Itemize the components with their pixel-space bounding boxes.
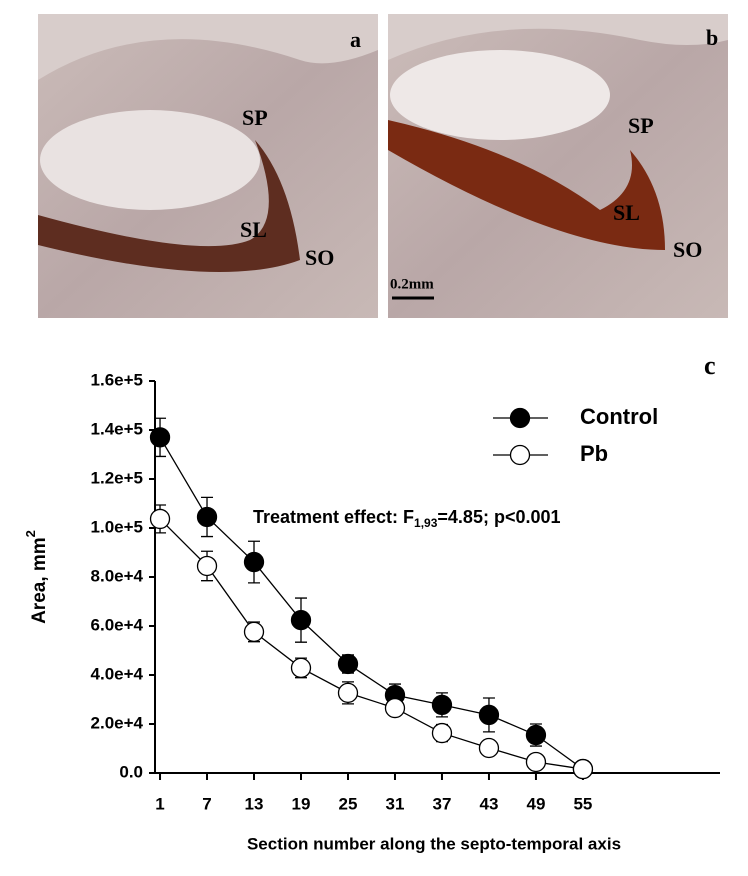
annotation-text: Treatment effect: F — [253, 507, 414, 527]
legend-marker — [509, 407, 531, 429]
data-point — [431, 722, 453, 744]
series-line — [159, 437, 584, 770]
data-point — [149, 427, 171, 448]
region-label: SL — [613, 200, 640, 225]
x-tick-label: 25 — [339, 794, 358, 813]
panel-letter: c — [704, 351, 716, 380]
region-label: SP — [628, 113, 654, 138]
data-point — [384, 697, 406, 719]
legend-marker — [509, 444, 531, 466]
x-tick-label: 43 — [480, 794, 499, 813]
x-tick-label: 37 — [433, 794, 452, 813]
x-tick-label: 19 — [292, 794, 311, 813]
y-tick-label: 1.2e+5 — [91, 468, 143, 487]
x-tick-label: 13 — [245, 794, 264, 813]
data-point — [572, 758, 594, 780]
data-point — [478, 704, 500, 726]
y-tick-label: 4.0e+4 — [91, 664, 144, 683]
region-label: SO — [673, 237, 702, 262]
data-point — [149, 508, 171, 530]
x-axis-label: Section number along the septo-temporal … — [247, 834, 621, 853]
x-tick-label: 31 — [386, 794, 405, 813]
data-point — [525, 724, 547, 746]
data-point — [243, 551, 265, 573]
micrograph-a: a SP SL SO — [38, 14, 378, 318]
x-tick-label: 7 — [202, 794, 211, 813]
annotation-sub: 1,93 — [414, 516, 438, 530]
y-tick-label: 1.4e+5 — [91, 419, 143, 438]
data-point — [525, 751, 547, 773]
y-label-text: Area, mm — [29, 537, 50, 624]
data-point — [337, 653, 359, 675]
data-point — [196, 555, 218, 577]
x-tick-label: 49 — [526, 794, 545, 813]
y-tick-label: 8.0e+4 — [91, 566, 144, 585]
data-point — [478, 737, 500, 759]
y-tick-label: 0.0 — [119, 762, 143, 781]
data-point — [290, 609, 312, 631]
data-point — [196, 506, 218, 528]
y-tick-label: 1.0e+5 — [91, 517, 143, 536]
panel-letter: b — [706, 25, 718, 50]
region-label: SO — [305, 245, 334, 270]
panel-letter: a — [350, 27, 361, 52]
x-tick-label: 55 — [573, 794, 592, 813]
region-label: SP — [242, 105, 268, 130]
y-tick-label: 1.6e+5 — [91, 370, 143, 389]
y-label-sup: 2 — [23, 530, 38, 537]
data-point — [337, 682, 359, 704]
y-axis-label: Area, mm2 — [23, 530, 50, 624]
annotation-text: =4.85; p<0.001 — [437, 507, 560, 527]
legend-label: Pb — [580, 441, 608, 466]
micrograph-b: b SP SL SO 0.2mm — [388, 14, 728, 318]
y-tick-label: 6.0e+4 — [91, 615, 144, 634]
data-point — [431, 694, 453, 716]
scale-label: 0.2mm — [390, 276, 434, 292]
data-point — [290, 657, 312, 679]
legend-label: Control — [580, 404, 658, 429]
x-tick-label: 1 — [155, 794, 164, 813]
region-label: SL — [240, 217, 267, 242]
y-tick-label: 2.0e+4 — [91, 713, 144, 732]
series-line — [159, 518, 584, 770]
data-point — [243, 621, 265, 643]
annotation: Treatment effect: F1,93=4.85; p<0.001 — [253, 507, 561, 530]
